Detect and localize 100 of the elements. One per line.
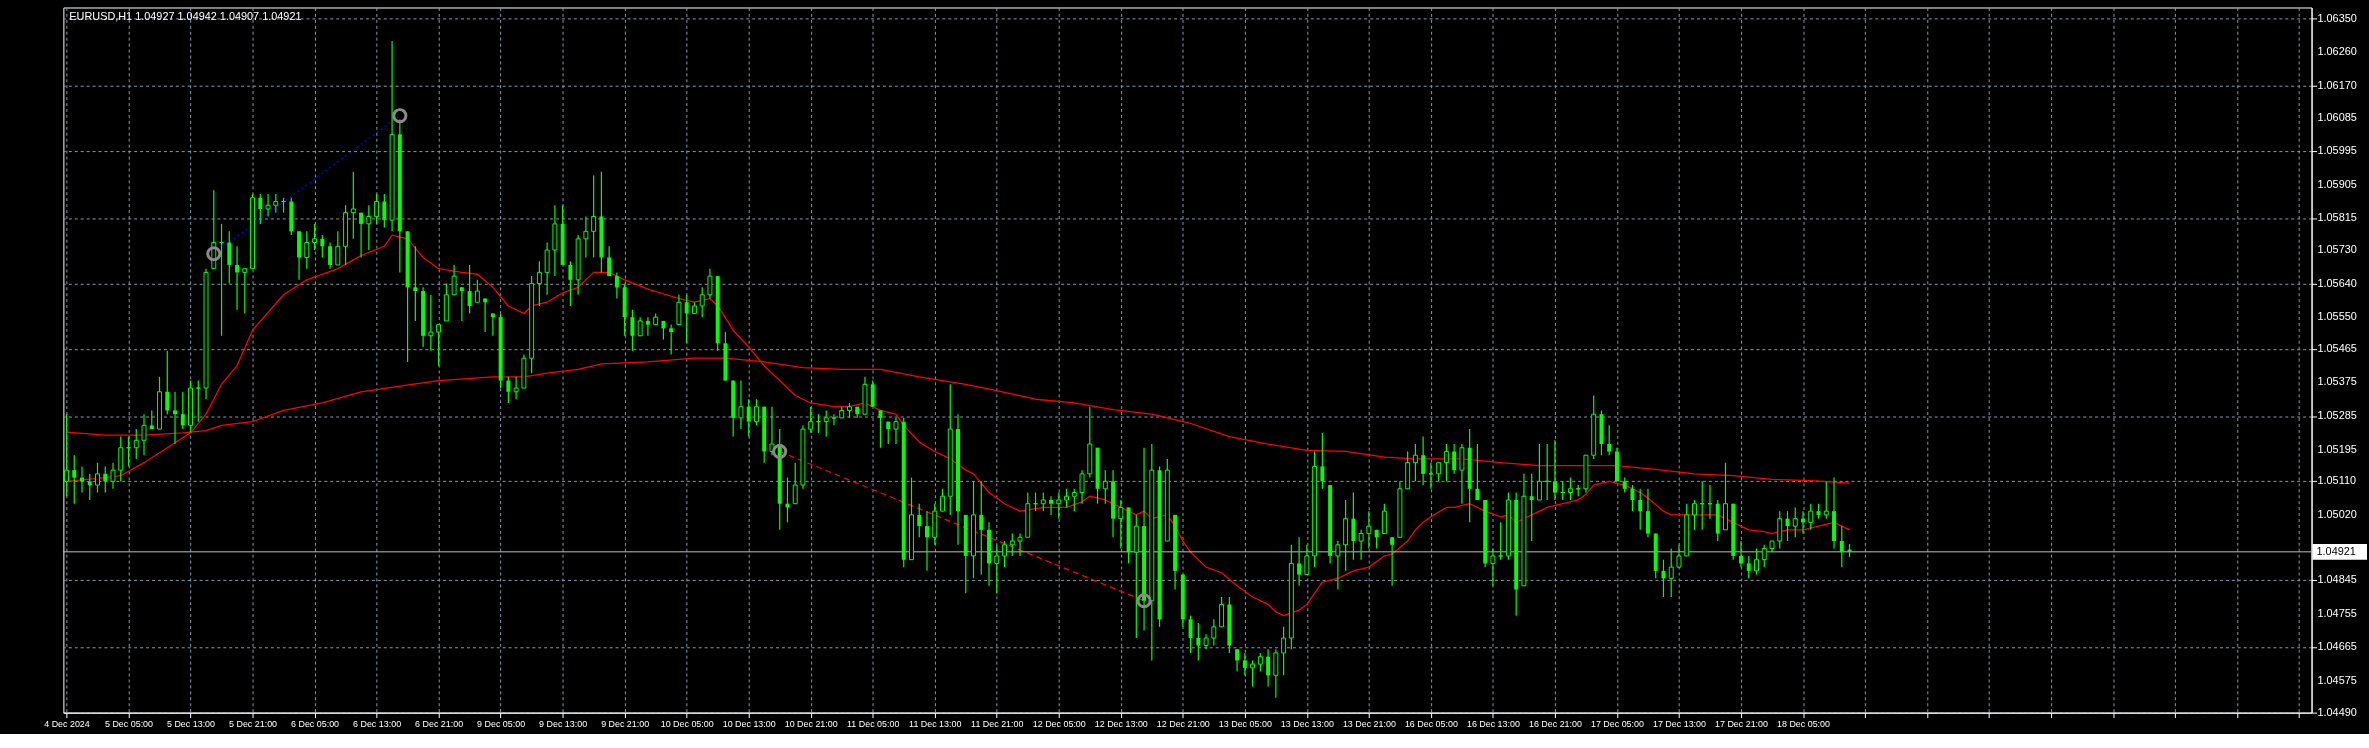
y-tick-label: 1.05465 (2317, 341, 2357, 354)
x-tick-label: 6 Dec 05:00 (291, 719, 340, 729)
x-tick-label: 12 Dec 05:00 (1032, 719, 1086, 729)
x-tick-label: 5 Dec 21:00 (229, 719, 278, 729)
candlestick (1552, 439, 1557, 501)
x-tick-label: 17 Dec 13:00 (1652, 719, 1706, 729)
candlestick (1281, 626, 1287, 676)
x-tick-label: 4 Dec 2024 (44, 719, 90, 729)
candlestick (1196, 622, 1201, 662)
candlestick (568, 260, 573, 307)
candlestick (1242, 652, 1247, 676)
candlestick (1358, 529, 1364, 561)
y-tick-label: 1.05995 (2317, 144, 2357, 157)
y-tick-label: 1.06170 (2317, 78, 2357, 91)
candlestick (769, 406, 775, 456)
candlestick (746, 398, 751, 438)
candlestick (1452, 443, 1457, 475)
x-tick-label: 9 Dec 05:00 (477, 719, 526, 729)
candlestick (1335, 540, 1341, 591)
x-tick-label: 10 Dec 13:00 (722, 719, 776, 729)
candlestick (242, 268, 248, 315)
candlestick (133, 428, 139, 460)
candlestick (1754, 547, 1759, 576)
candlestick (141, 413, 147, 456)
candlestick (823, 409, 829, 438)
x-tick-label: 11 Dec 13:00 (909, 719, 962, 729)
candlestick (1351, 491, 1356, 561)
candlestick (118, 435, 124, 482)
candlestick (428, 294, 434, 352)
candlestick (1366, 510, 1372, 550)
candlestick (1412, 443, 1418, 482)
candlestick (320, 234, 325, 259)
candlestick (1739, 540, 1743, 568)
candlestick (1746, 555, 1751, 579)
candlestick (180, 391, 185, 430)
x-tick-label: 13 Dec 05:00 (1218, 719, 1272, 729)
candlestick (1691, 499, 1697, 531)
candlestick (490, 312, 495, 337)
candlestick (878, 409, 883, 449)
candlestick (792, 462, 798, 505)
candlestick (366, 204, 372, 251)
candlestick (1257, 652, 1263, 673)
candlestick (1102, 469, 1108, 505)
candlestick (1761, 544, 1767, 568)
x-tick-label: 13 Dec 13:00 (1280, 719, 1334, 729)
candlestick (374, 193, 380, 225)
candlestick (1188, 615, 1193, 654)
y-tick-label: 1.05020 (2317, 507, 2357, 520)
candlestick (1064, 488, 1070, 509)
x-tick-label: 6 Dec 13:00 (353, 719, 402, 729)
candlestick (1475, 443, 1480, 501)
x-tick-label: 16 Dec 13:00 (1466, 719, 1520, 729)
candlestick (707, 268, 713, 300)
candlestick (227, 230, 232, 285)
candlestick (1219, 596, 1225, 628)
candlestick (1390, 536, 1395, 587)
candlestick (312, 223, 318, 251)
y-tick-label: 1.06085 (2317, 110, 2357, 123)
y-tick-label: 1.04755 (2317, 606, 2357, 619)
candlestick (110, 462, 116, 490)
y-tick-label: 1.06350 (2317, 11, 2357, 24)
x-tick-label: 16 Dec 21:00 (1528, 719, 1582, 729)
candlestick (273, 193, 279, 214)
candlestick (979, 480, 984, 576)
candlestick (1381, 503, 1387, 535)
x-tick-label: 13 Dec 21:00 (1342, 719, 1396, 729)
candlestick (459, 286, 464, 322)
x-tick-label: 6 Dec 21:00 (415, 719, 464, 729)
candlestick (506, 376, 511, 404)
candlestick (753, 398, 759, 426)
candlestick (1536, 443, 1542, 501)
candlestick (1668, 547, 1674, 598)
candlestick (474, 279, 480, 303)
x-tick-label: 10 Dec 05:00 (660, 719, 714, 729)
candlestick (1676, 544, 1682, 568)
candlestick (72, 454, 77, 505)
candlestick (436, 324, 442, 367)
candlestick (1436, 462, 1442, 482)
y-tick-label: 1.05815 (2317, 211, 2357, 224)
candlestick (359, 212, 364, 259)
candlestick (940, 488, 945, 512)
candlestick (614, 271, 619, 300)
candlestick (669, 324, 674, 356)
candlestick (645, 316, 650, 337)
candlestick (1459, 443, 1465, 505)
candlestick (738, 379, 744, 430)
candlestick (1250, 659, 1256, 688)
candlestick (1607, 424, 1612, 456)
candlestick (676, 294, 682, 326)
x-tick-label: 5 Dec 05:00 (104, 719, 154, 729)
candlestick (382, 193, 387, 229)
candlestick (699, 286, 705, 318)
candlestick (536, 260, 542, 307)
candlestick (994, 544, 1000, 594)
candlestick (1297, 536, 1302, 587)
x-tick-label: 5 Dec 13:00 (167, 719, 216, 729)
candlestick (1839, 525, 1844, 568)
candlestick (917, 503, 922, 538)
candlestick (1235, 648, 1240, 673)
x-tick-label: 17 Dec 05:00 (1590, 719, 1644, 729)
